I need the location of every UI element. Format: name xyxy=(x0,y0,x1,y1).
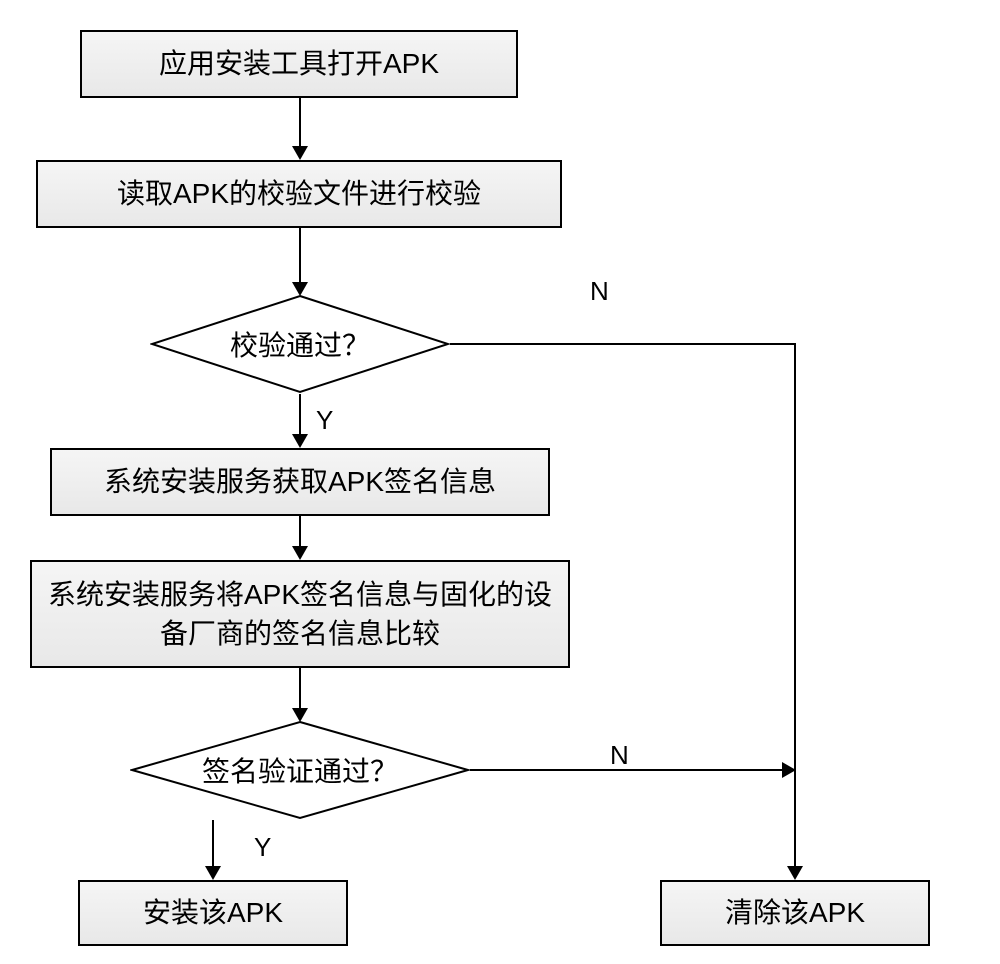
process-open-apk: 应用安装工具打开APK xyxy=(80,30,518,98)
edge xyxy=(299,228,301,282)
edge xyxy=(299,668,301,708)
arrow-head-icon xyxy=(292,434,308,448)
edge xyxy=(212,820,214,866)
arrow-head-icon xyxy=(782,762,796,778)
arrow-head-icon xyxy=(292,146,308,160)
edge xyxy=(450,343,796,345)
process-label: 系统安装服务将APK签名信息与固化的设备厂商的签名信息比较 xyxy=(46,575,554,653)
arrow-head-icon xyxy=(292,546,308,560)
decision-label: 签名验证通过？ xyxy=(130,720,470,820)
edge xyxy=(470,769,782,771)
edge-label-yes: Y xyxy=(316,405,333,436)
edge-label-no: N xyxy=(610,740,629,771)
edge xyxy=(299,394,301,434)
process-label: 应用安装工具打开APK xyxy=(159,44,439,83)
decision-signature-pass: 签名验证通过？ xyxy=(130,720,470,820)
process-get-signature: 系统安装服务获取APK签名信息 xyxy=(50,448,550,516)
edge-label-no: N xyxy=(590,276,609,307)
flowchart-canvas: 应用安装工具打开APK 读取APK的校验文件进行校验 校验通过？ N Y 系统安… xyxy=(0,0,1000,964)
process-label: 系统安装服务获取APK签名信息 xyxy=(104,462,496,501)
process-clear-apk: 清除该APK xyxy=(660,880,930,946)
process-compare-signature: 系统安装服务将APK签名信息与固化的设备厂商的签名信息比较 xyxy=(30,560,570,668)
edge xyxy=(299,516,301,546)
decision-label: 校验通过？ xyxy=(150,294,450,394)
process-install-apk: 安装该APK xyxy=(78,880,348,946)
edge xyxy=(299,98,301,146)
arrow-head-icon xyxy=(205,866,221,880)
process-label: 清除该APK xyxy=(725,893,865,932)
arrow-head-icon xyxy=(787,866,803,880)
process-label: 读取APK的校验文件进行校验 xyxy=(117,174,481,213)
edge-label-yes: Y xyxy=(254,832,271,863)
process-read-verify: 读取APK的校验文件进行校验 xyxy=(36,160,562,228)
edge xyxy=(794,343,796,867)
process-label: 安装该APK xyxy=(143,893,283,932)
decision-verify-pass: 校验通过？ xyxy=(150,294,450,394)
